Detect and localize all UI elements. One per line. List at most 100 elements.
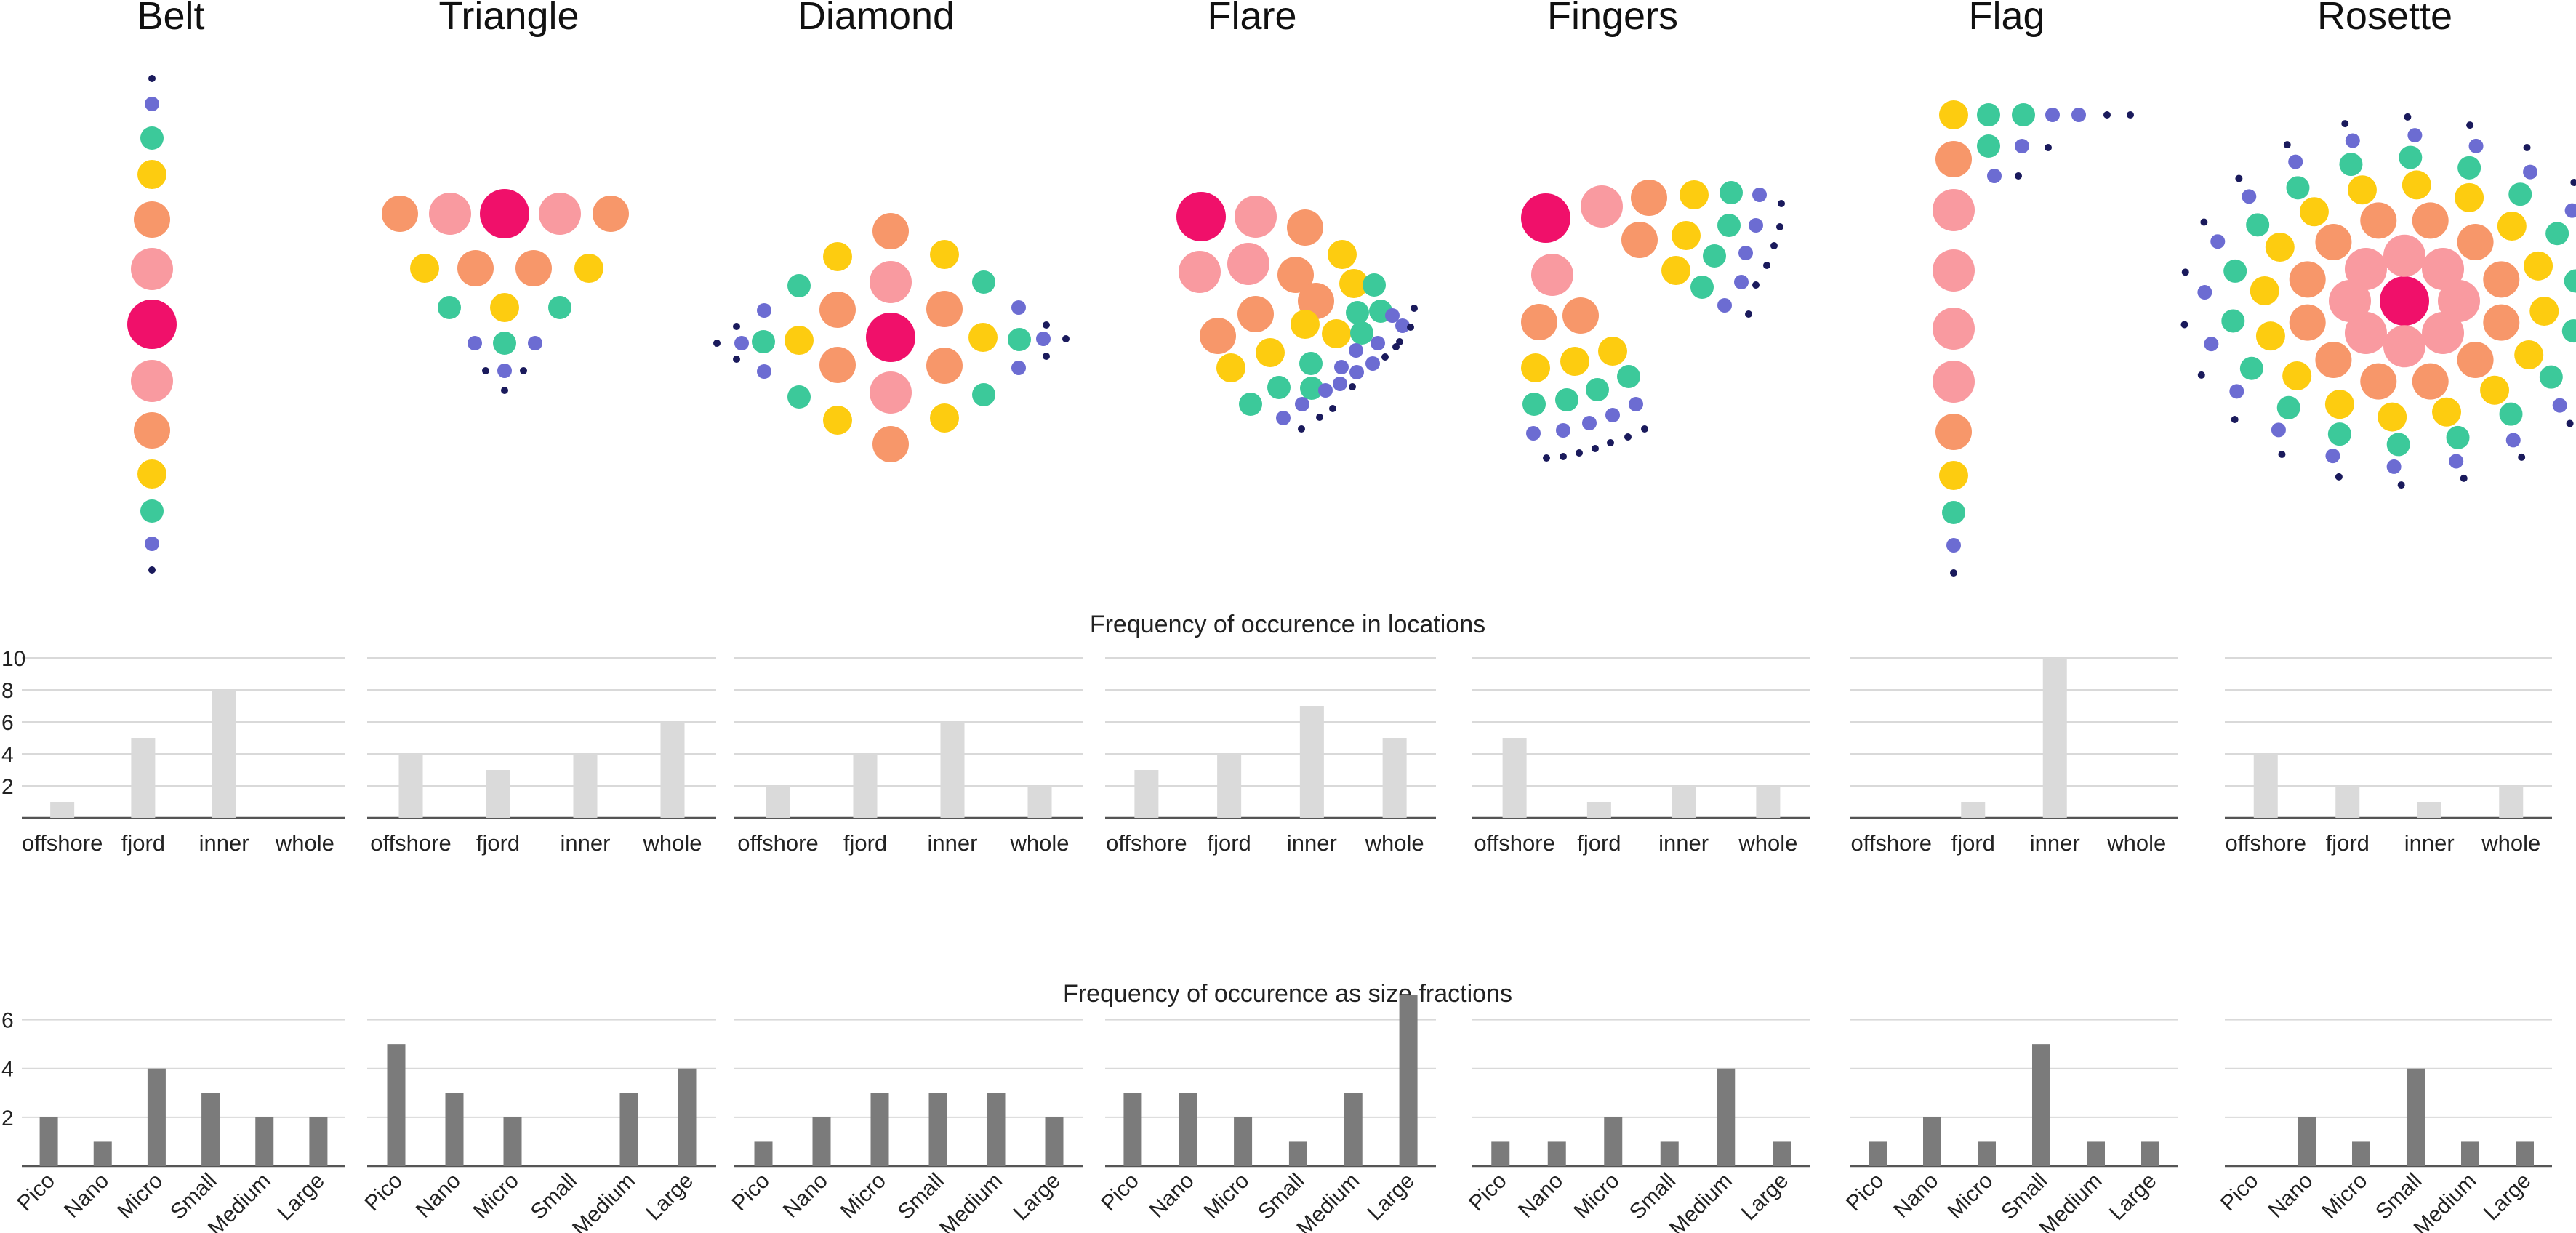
pink-dot xyxy=(870,261,912,303)
green-dot xyxy=(972,383,995,406)
bar-diamond-fjord xyxy=(853,754,878,818)
green-dot xyxy=(2012,103,2035,126)
blue-dot xyxy=(1036,332,1051,346)
yellow-dot xyxy=(785,326,814,355)
navy-dot xyxy=(2278,450,2286,458)
blue-dot xyxy=(497,364,512,378)
x-tick-label: Nano xyxy=(412,1169,465,1223)
navy-dot xyxy=(2235,174,2243,182)
x-tick-label: Nano xyxy=(1514,1169,1568,1223)
bar-rosette-inner xyxy=(2417,802,2441,818)
blue-dot xyxy=(1318,383,1333,398)
magenta-dot xyxy=(1176,192,1226,241)
x-tick-label: Medium xyxy=(204,1169,276,1233)
x-tick-label: Micro xyxy=(836,1169,891,1224)
green-dot xyxy=(438,296,461,319)
panel-title-flare: Flare xyxy=(1207,0,1296,38)
blue-dot xyxy=(1629,397,1643,411)
navy-dot xyxy=(520,367,527,374)
green-dot xyxy=(1239,393,1262,416)
navy-dot xyxy=(1396,338,1403,345)
x-tick-label: Medium xyxy=(1292,1169,1364,1233)
yellow-dot xyxy=(1339,269,1368,298)
navy-dot xyxy=(1607,439,1614,446)
orange-dot xyxy=(872,213,909,249)
blue-dot xyxy=(2271,422,2286,438)
x-tick-label: Large xyxy=(1363,1169,1419,1226)
orange-dot xyxy=(1287,209,1323,246)
orange-dot xyxy=(457,250,494,286)
x-tick-label: inner xyxy=(2404,830,2455,856)
bar-belt-medium xyxy=(255,1117,274,1166)
bar-fingers-fjord xyxy=(1586,802,1611,818)
x-tick-label: Large xyxy=(1008,1169,1065,1226)
bar-flag-fjord xyxy=(1961,802,1986,818)
green-dot xyxy=(2239,356,2263,380)
navy-dot xyxy=(1543,454,1550,462)
pink-dot xyxy=(1933,189,1975,231)
navy-dot xyxy=(1641,425,1648,433)
pattern-belt xyxy=(127,75,177,574)
green-dot xyxy=(2386,433,2410,457)
yellow-dot xyxy=(1598,337,1627,366)
green-dot xyxy=(2508,182,2532,206)
navy-dot xyxy=(1592,445,1599,452)
navy-dot xyxy=(2283,141,2291,149)
blue-dot xyxy=(1365,356,1380,371)
locations-charts: offshore fjord inner whole offshore fjord inne… xyxy=(1,647,2552,856)
bar-rosette-micro xyxy=(2352,1141,2370,1166)
x-tick-label: Large xyxy=(273,1169,329,1226)
orange-dot xyxy=(382,196,418,232)
blue-dot xyxy=(2325,449,2340,464)
green-dot xyxy=(1586,378,1609,401)
navy-dot xyxy=(148,75,156,82)
blue-dot xyxy=(2386,459,2402,474)
x-tick-label: inner xyxy=(561,830,611,856)
blue-dot xyxy=(1717,298,1732,313)
x-tick-label: Large xyxy=(1737,1169,1794,1226)
orange-dot xyxy=(1277,257,1314,293)
green-dot xyxy=(1267,376,1291,399)
y-tick-label: 4 xyxy=(1,1058,14,1082)
yellow-dot xyxy=(930,403,959,433)
blue-dot xyxy=(2505,433,2521,448)
y-tick-label: 2 xyxy=(1,775,14,799)
x-tick-label: Small xyxy=(894,1169,949,1224)
x-tick-label: whole xyxy=(1738,830,1797,856)
navy-dot xyxy=(148,566,156,574)
yellow-dot xyxy=(1939,100,1968,129)
navy-dot xyxy=(2197,371,2205,379)
green-dot xyxy=(1977,103,2000,126)
bar-diamond-small xyxy=(928,1093,947,1166)
blue-dot xyxy=(1385,308,1400,323)
panel-title-rosette: Rosette xyxy=(2317,0,2452,38)
yellow-dot xyxy=(930,240,959,269)
x-tick-label: whole xyxy=(1010,830,1070,856)
x-tick-label: Nano xyxy=(60,1169,113,1223)
orange-dot xyxy=(2289,304,2326,341)
blue-dot xyxy=(1605,408,1620,422)
bar-flag-micro xyxy=(1978,1141,1996,1166)
green-dot xyxy=(2246,213,2270,237)
blue-dot xyxy=(2523,164,2538,180)
yellow-dot xyxy=(1291,310,1320,339)
yellow-dot xyxy=(2514,340,2544,369)
bar-rosette-whole xyxy=(2499,786,2524,818)
blue-dot xyxy=(1752,188,1767,202)
blue-dot xyxy=(1526,426,1541,441)
x-tick-label: inner xyxy=(1287,830,1337,856)
navy-dot xyxy=(2045,144,2052,151)
x-tick-label: Large xyxy=(2479,1169,2536,1226)
yellow-dot xyxy=(2265,233,2295,262)
navy-dot xyxy=(1560,453,1567,460)
panel-title-belt: Belt xyxy=(137,0,204,38)
navy-dot xyxy=(1770,242,1778,249)
x-tick-label: Nano xyxy=(2263,1169,2317,1223)
locations-chart-fingers: offshore fjord inner whole xyxy=(1472,657,1810,856)
blue-dot xyxy=(2229,384,2244,399)
yellow-dot xyxy=(823,406,852,435)
navy-dot xyxy=(1062,335,1070,342)
pink-dot xyxy=(1235,196,1277,238)
green-dot xyxy=(1363,273,1386,297)
